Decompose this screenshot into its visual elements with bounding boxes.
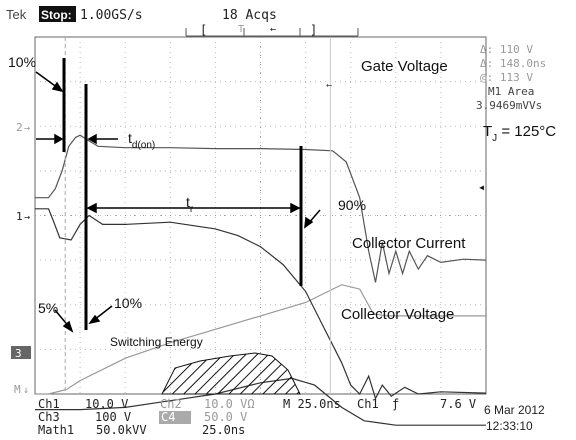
cursor-at-v: @: 113 V bbox=[480, 71, 533, 84]
run-state-badge bbox=[39, 6, 76, 22]
trigger-arrow-icon: ← bbox=[270, 24, 276, 35]
footer-ch2: Ch2 bbox=[160, 397, 182, 411]
label-10pct-top: 10% bbox=[8, 54, 36, 70]
trace-collector-current bbox=[35, 284, 486, 395]
trigger-position-bar bbox=[185, 28, 359, 37]
label-10pct-bottom: 10% bbox=[114, 295, 142, 311]
footer-readout: Ch1 10.0 V Ch2 10.0 VΩ M 25.0ns Ch1 ƒ 7.… bbox=[38, 397, 545, 437]
label-tj: TJ = 125°C bbox=[483, 123, 556, 144]
trace-collector-voltage bbox=[35, 208, 487, 401]
svg-text:→: → bbox=[24, 212, 30, 223]
svg-text:→: → bbox=[24, 123, 30, 134]
footer-ch2-scale: 10.0 VΩ bbox=[204, 397, 255, 411]
record-window-bracket-left: [ bbox=[200, 23, 207, 37]
math-area-label: M1 Area bbox=[488, 85, 534, 98]
graticule-grid bbox=[35, 37, 486, 394]
footer-ch1-scale: 10.0 V bbox=[85, 397, 128, 411]
footer-math1-time: 25.0ns bbox=[202, 423, 245, 437]
footer-math1: Math1 bbox=[38, 423, 74, 437]
channel-marker-1: 1 → bbox=[16, 210, 30, 223]
footer-trigger-slope-icon: ƒ bbox=[392, 397, 399, 411]
right-arrow-icon: ← bbox=[326, 80, 332, 91]
record-window-bracket-right: ] bbox=[310, 23, 317, 37]
label-collector-current: Collector Current bbox=[352, 235, 466, 252]
label-5pct: 5% bbox=[38, 300, 58, 316]
footer-c4-badge bbox=[159, 411, 191, 424]
svg-text:2: 2 bbox=[16, 121, 23, 134]
channel-marker-2: 2 → bbox=[16, 121, 30, 134]
footer-time: 12:33:10 bbox=[486, 419, 533, 433]
footer-c4: C4 bbox=[161, 410, 175, 424]
footer-trigger-source: Ch1 bbox=[357, 397, 379, 411]
math-area-value: 3.9469mVVs bbox=[476, 99, 542, 112]
channel-marker-3: 3 bbox=[11, 346, 31, 360]
footer-ch1: Ch1 bbox=[38, 397, 60, 411]
annotation-arrows bbox=[35, 71, 321, 333]
trace-gate-voltage bbox=[35, 134, 487, 283]
svg-text:M: M bbox=[14, 383, 21, 396]
acquisition-count: 18 Acqs bbox=[222, 8, 277, 23]
label-td-on: td(on) bbox=[128, 130, 155, 151]
footer-ch3: Ch3 bbox=[38, 410, 60, 424]
label-90pct: 90% bbox=[338, 197, 366, 213]
brand-label: Tek bbox=[6, 7, 27, 22]
channel-marker-math: M ↓ bbox=[14, 383, 29, 396]
trigger-point-icon: T bbox=[238, 24, 244, 35]
cursor-readout: Δ: 110 V Δ: 148.0ns @: 113 V M1 Area 3.9… bbox=[476, 43, 546, 112]
switching-energy-hatch bbox=[161, 352, 301, 395]
label-switching-energy: Switching Energy bbox=[110, 335, 203, 349]
label-collector-voltage: Collector Voltage bbox=[341, 306, 454, 323]
cursor-delta-v: Δ: 110 V bbox=[480, 43, 533, 56]
footer-math1-scale: 50.0kVV bbox=[96, 423, 147, 437]
svg-text:↓: ↓ bbox=[23, 385, 29, 396]
run-state-label: Stop: bbox=[41, 8, 72, 22]
footer-timebase: M 25.0ns bbox=[283, 397, 341, 411]
sample-rate: 1.00GS/s bbox=[80, 8, 143, 23]
cursor-delta-t: Δ: 148.0ns bbox=[480, 57, 546, 70]
footer-date: 6 Mar 2012 bbox=[484, 403, 545, 417]
footer-c4-scale: 50.0 V bbox=[204, 410, 247, 424]
label-gate-voltage: Gate Voltage bbox=[361, 58, 448, 75]
annotation-bars bbox=[62, 58, 303, 330]
label-tr: tr bbox=[186, 194, 194, 215]
footer-trigger-level: 7.6 V bbox=[440, 397, 476, 411]
footer-ch3-scale: 100 V bbox=[95, 410, 131, 424]
svg-text:1: 1 bbox=[16, 210, 23, 223]
right-trigger-level-icon: ◂ bbox=[478, 180, 485, 194]
svg-text:3: 3 bbox=[15, 347, 22, 360]
